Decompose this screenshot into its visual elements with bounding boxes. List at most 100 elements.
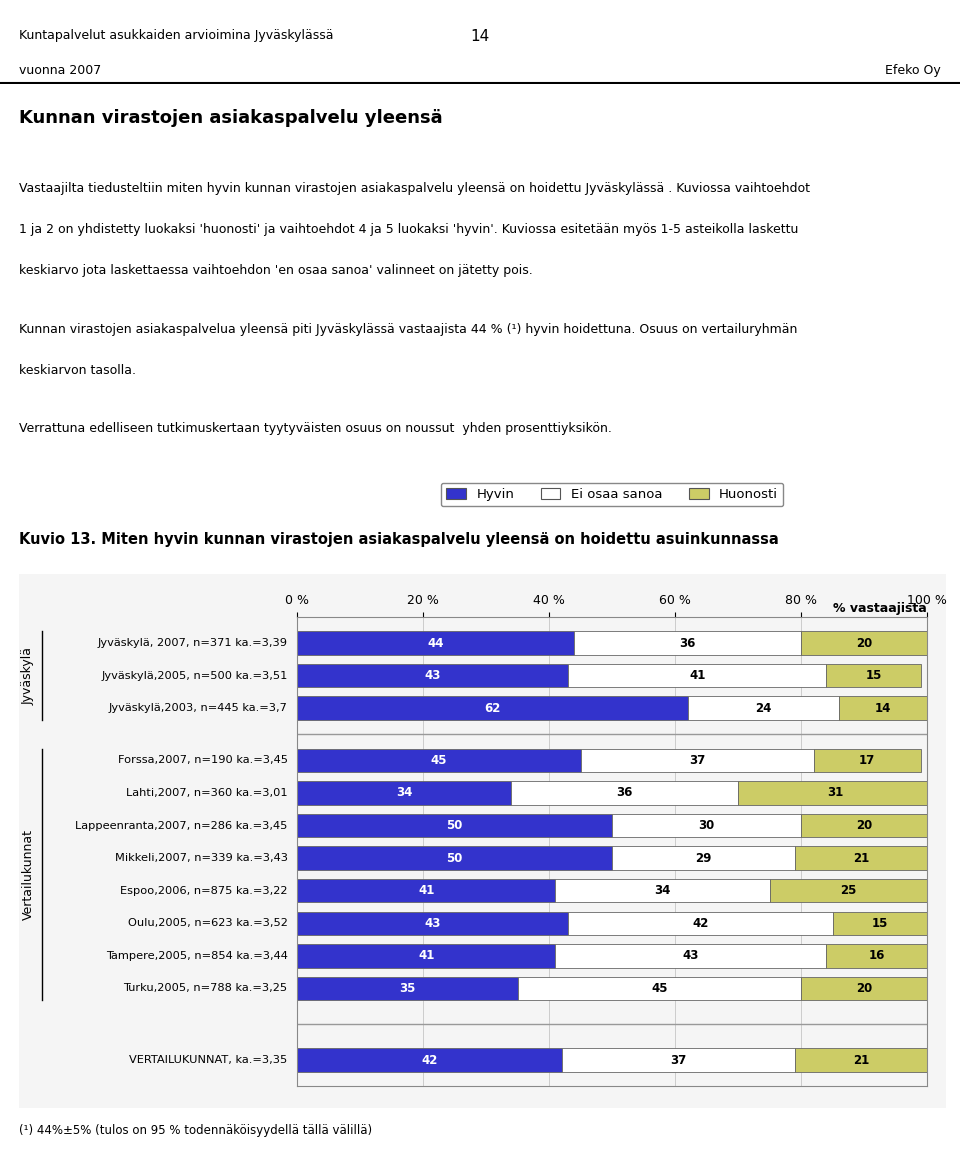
- Text: 34: 34: [655, 884, 671, 898]
- Text: Kuntapalvelut asukkaiden arvioimina Jyväskylässä: Kuntapalvelut asukkaiden arvioimina Jyvä…: [19, 29, 334, 42]
- Text: 36: 36: [616, 786, 633, 799]
- Bar: [770, 879, 927, 902]
- Bar: [839, 696, 927, 720]
- Text: 43: 43: [424, 669, 441, 682]
- Bar: [814, 749, 921, 772]
- Text: Forssa,2007, n=190 ka.=3,45: Forssa,2007, n=190 ka.=3,45: [118, 755, 288, 765]
- Text: 20: 20: [856, 636, 873, 649]
- Text: 21: 21: [852, 852, 869, 865]
- Bar: [827, 945, 927, 968]
- Text: 25: 25: [840, 884, 856, 898]
- Text: 24: 24: [756, 702, 772, 715]
- Bar: [298, 846, 612, 870]
- Text: vuonna 2007: vuonna 2007: [19, 63, 102, 76]
- Bar: [298, 813, 612, 837]
- Text: 15: 15: [865, 669, 881, 682]
- Text: % vastaajista: % vastaajista: [833, 602, 927, 615]
- Bar: [298, 696, 687, 720]
- Text: 50: 50: [446, 852, 463, 865]
- Bar: [574, 632, 801, 655]
- Text: Kuvio 13. Miten hyvin kunnan virastojen asiakaspalvelu yleensä on hoidettu asuin: Kuvio 13. Miten hyvin kunnan virastojen …: [19, 531, 779, 546]
- Text: 37: 37: [670, 1054, 686, 1067]
- Bar: [517, 976, 801, 1000]
- Text: 42: 42: [692, 917, 708, 929]
- Text: Lahti,2007, n=360 ka.=3,01: Lahti,2007, n=360 ka.=3,01: [126, 788, 288, 798]
- Text: 20: 20: [856, 982, 873, 995]
- Bar: [556, 945, 827, 968]
- Text: keskiarvon tasolla.: keskiarvon tasolla.: [19, 363, 136, 376]
- Bar: [738, 782, 933, 805]
- Bar: [612, 813, 801, 837]
- Text: 35: 35: [399, 982, 416, 995]
- Bar: [795, 1049, 927, 1072]
- Text: 20: 20: [856, 819, 873, 832]
- Text: 29: 29: [695, 852, 711, 865]
- Text: 42: 42: [421, 1054, 438, 1067]
- Text: VERTAILUKUNNAT, ka.=3,35: VERTAILUKUNNAT, ka.=3,35: [130, 1055, 288, 1065]
- Text: 41: 41: [418, 949, 435, 962]
- Text: 34: 34: [396, 786, 413, 799]
- Text: Turku,2005, n=788 ka.=3,25: Turku,2005, n=788 ka.=3,25: [124, 983, 288, 994]
- Bar: [801, 976, 927, 1000]
- Text: 1 ja 2 on yhdistetty luokaksi 'huonosti' ja vaihtoehdot 4 ja 5 luokaksi 'hyvin'.: 1 ja 2 on yhdistetty luokaksi 'huonosti'…: [19, 224, 799, 237]
- Bar: [298, 632, 574, 655]
- Text: Kunnan virastojen asiakaspalvelu yleensä: Kunnan virastojen asiakaspalvelu yleensä: [19, 109, 443, 127]
- Text: 14: 14: [470, 29, 490, 45]
- Bar: [581, 749, 814, 772]
- Text: Verrattuna edelliseen tutkimuskertaan tyytyväisten osuus on noussut  yhden prose: Verrattuna edelliseen tutkimuskertaan ty…: [19, 422, 612, 435]
- Bar: [298, 912, 568, 935]
- Bar: [298, 879, 556, 902]
- FancyBboxPatch shape: [10, 568, 955, 1113]
- Legend: Hyvin, Ei osaa sanoa, Huonosti: Hyvin, Ei osaa sanoa, Huonosti: [441, 483, 783, 506]
- Bar: [801, 632, 927, 655]
- Text: 50: 50: [446, 819, 463, 832]
- Text: (¹) 44%±5% (tulos on 95 % todennäköisyydellä tällä välillä): (¹) 44%±5% (tulos on 95 % todennäköisyyd…: [19, 1124, 372, 1137]
- Text: 36: 36: [680, 636, 696, 649]
- Text: 37: 37: [689, 754, 706, 766]
- Text: Jyväskylä: Jyväskylä: [22, 647, 35, 704]
- Text: 15: 15: [872, 917, 888, 929]
- Bar: [568, 663, 827, 687]
- Text: Vertailukunnat: Vertailukunnat: [22, 829, 35, 920]
- Bar: [298, 782, 512, 805]
- Text: Kunnan virastojen asiakaspalvelua yleensä piti Jyväskylässä vastaajista 44 % (¹): Kunnan virastojen asiakaspalvelua yleens…: [19, 322, 798, 335]
- Text: 30: 30: [699, 819, 714, 832]
- Text: 31: 31: [828, 786, 844, 799]
- Text: 21: 21: [852, 1054, 869, 1067]
- Text: Vastaajilta tiedusteltiin miten hyvin kunnan virastojen asiakaspalvelu yleensä o: Vastaajilta tiedusteltiin miten hyvin ku…: [19, 183, 810, 196]
- Text: 45: 45: [431, 754, 447, 766]
- Bar: [795, 846, 927, 870]
- Bar: [568, 912, 832, 935]
- Bar: [298, 1049, 562, 1072]
- Text: 16: 16: [869, 949, 885, 962]
- Text: Jyväskylä, 2007, n=371 ka.=3,39: Jyväskylä, 2007, n=371 ka.=3,39: [98, 638, 288, 648]
- Bar: [612, 846, 795, 870]
- Bar: [512, 782, 738, 805]
- Text: Efeko Oy: Efeko Oy: [885, 63, 941, 76]
- Bar: [687, 696, 839, 720]
- Text: Jyväskylä,2003, n=445 ka.=3,7: Jyväskylä,2003, n=445 ka.=3,7: [108, 703, 288, 714]
- Text: 44: 44: [427, 636, 444, 649]
- Text: Mikkeli,2007, n=339 ka.=3,43: Mikkeli,2007, n=339 ka.=3,43: [114, 853, 288, 863]
- Bar: [556, 879, 770, 902]
- Text: Jyväskylä,2005, n=500 ka.=3,51: Jyväskylä,2005, n=500 ka.=3,51: [102, 670, 288, 681]
- Bar: [562, 1049, 795, 1072]
- Bar: [298, 663, 568, 687]
- Text: 43: 43: [424, 917, 441, 929]
- Bar: [832, 912, 927, 935]
- Text: 45: 45: [651, 982, 667, 995]
- Text: 41: 41: [689, 669, 706, 682]
- Bar: [801, 813, 927, 837]
- Text: 14: 14: [875, 702, 891, 715]
- Bar: [827, 663, 921, 687]
- Text: 62: 62: [484, 702, 500, 715]
- Text: Oulu,2005, n=623 ka.=3,52: Oulu,2005, n=623 ka.=3,52: [128, 919, 288, 928]
- Bar: [298, 976, 517, 1000]
- Text: keskiarvo jota laskettaessa vaihtoehdon 'en osaa sanoa' valinneet on jätetty poi: keskiarvo jota laskettaessa vaihtoehdon …: [19, 265, 533, 278]
- Bar: [298, 945, 556, 968]
- Text: Tampere,2005, n=854 ka.=3,44: Tampere,2005, n=854 ka.=3,44: [106, 950, 288, 961]
- Text: 41: 41: [418, 884, 435, 898]
- Text: Lappeenranta,2007, n=286 ka.=3,45: Lappeenranta,2007, n=286 ka.=3,45: [75, 820, 288, 831]
- Text: 43: 43: [683, 949, 699, 962]
- Bar: [298, 749, 581, 772]
